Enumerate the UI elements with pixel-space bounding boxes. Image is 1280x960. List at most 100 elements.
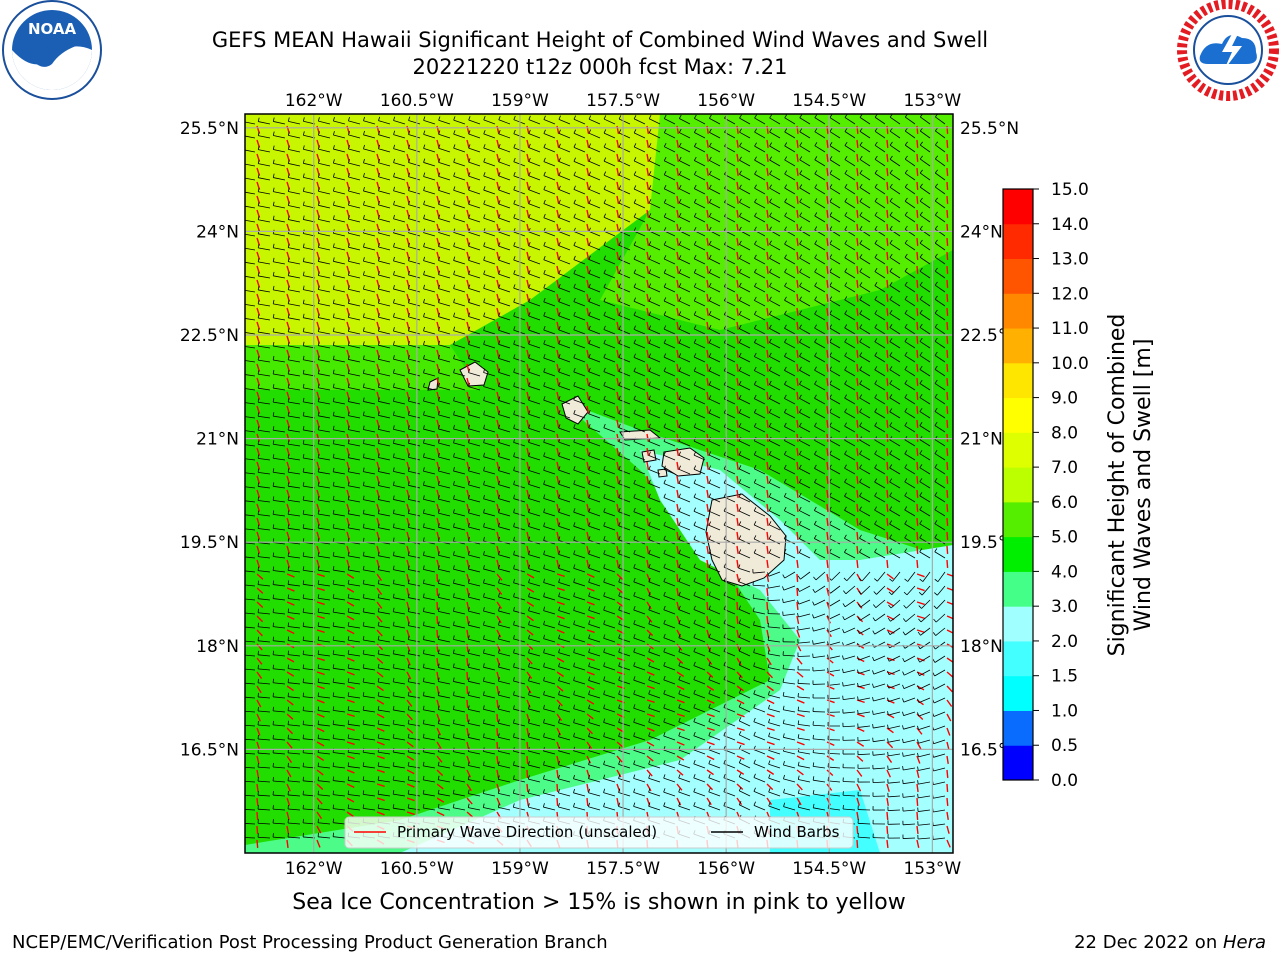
wind-barb-flag [603,115,607,120]
wind-barb [333,808,346,811]
wind-barb [739,328,751,335]
wind-barb-flag [798,464,802,469]
wave-direction-arrow [736,293,739,303]
wave-direction-arrow [526,293,530,302]
wave-direction-arrow [736,209,739,219]
wind-barb-flag [483,410,486,415]
wind-barb-flag [782,664,784,669]
wave-direction-arrow [706,629,710,638]
wind-barb [438,414,451,419]
wind-barb-flag [603,213,607,218]
wave-direction-arrow [316,573,325,578]
wind-barb-flag [468,326,471,331]
wind-barb-flag [588,255,591,260]
wind-barb-flag [738,731,742,736]
wind-barb-flag [528,564,531,569]
wind-barb-flag [618,199,622,204]
wave-direction-arrow [766,545,769,555]
wind-barb [768,749,781,755]
wind-barb [693,440,706,447]
wind-barb-flag [362,341,365,346]
wind-barb-flag [243,202,244,206]
wind-barb-flag [257,285,260,291]
wind-barb-flag [693,788,696,793]
wind-barb [708,412,721,419]
wave-direction-arrow [466,475,470,484]
wave-direction-arrow [736,307,739,317]
wind-barb [318,808,331,811]
wind-barb [693,665,706,671]
wind-barb [273,696,286,699]
wind-barb [633,132,646,139]
wind-barb [483,554,496,559]
wind-barb [633,413,646,419]
wave-direction-arrow [286,559,291,568]
wave-direction-arrow [256,433,261,442]
wind-barb [273,668,286,671]
wind-barb [693,763,706,769]
wind-barb-flag [558,466,561,471]
wind-barb-flag [302,341,305,346]
wind-barb [753,524,766,531]
wind-barb-flag [738,633,742,638]
wind-barb-flag [558,283,561,288]
wind-barb-flag [498,621,500,626]
wind-barb-flag [708,311,712,315]
wind-barb [753,665,766,671]
wind-barb-flag [467,761,470,766]
wave-direction-arrow [316,699,325,704]
wind-barb [423,765,436,769]
wind-barb [783,778,796,783]
wind-barb [664,188,676,195]
wave-direction-arrow [646,377,650,386]
wave-direction-arrow [496,741,499,751]
wind-barb [348,611,361,615]
wind-barb-flag [498,494,501,499]
wave-direction-arrow [676,181,680,191]
wind-barb [273,443,286,447]
wind-barb [273,219,286,223]
wind-barb-flag [573,171,576,176]
wind-barb-flag [453,284,456,289]
wind-barb-flag [257,426,260,431]
wind-barb-flag [558,143,561,148]
wave-direction-arrow [586,783,590,792]
wind-barb [348,387,361,391]
wave-direction-arrow [736,559,739,569]
wind-barb-flag [738,577,741,582]
wind-barb [633,441,646,447]
wind-barb [333,766,346,769]
wind-barb-flag [603,606,606,611]
wind-barb-flag [633,493,636,498]
wind-barb-flag [453,242,456,247]
wind-barb [708,468,721,475]
wind-barb-flag [332,537,335,543]
wind-barb [468,470,481,475]
wind-barb-flag [782,574,785,579]
wind-barb-flag [739,240,742,245]
wind-barb [573,511,586,517]
wind-barb [363,723,376,727]
wind-barb [393,246,406,251]
wind-barb [468,723,481,727]
wave-direction-arrow [616,181,620,190]
wind-barb-flag [468,354,471,359]
wind-barb [633,525,646,531]
wind-barb [573,189,586,195]
wind-barb [453,358,466,363]
wind-barb-flag [347,313,350,318]
wave-direction-arrow [616,405,620,414]
wind-barb [784,398,796,405]
wind-barb-flag [513,466,516,471]
wind-barb-flag [768,535,772,540]
wind-barb [288,570,301,573]
wind-barb [618,693,631,699]
wind-barb [648,791,661,797]
wind-barb [769,328,781,335]
wind-barb-flag [393,144,396,149]
wind-barb-flag [693,170,697,175]
wind-barb-flag [769,240,772,245]
wind-barb [783,668,796,671]
wind-barb-flag [543,606,546,611]
wave-direction-arrow [286,839,289,849]
